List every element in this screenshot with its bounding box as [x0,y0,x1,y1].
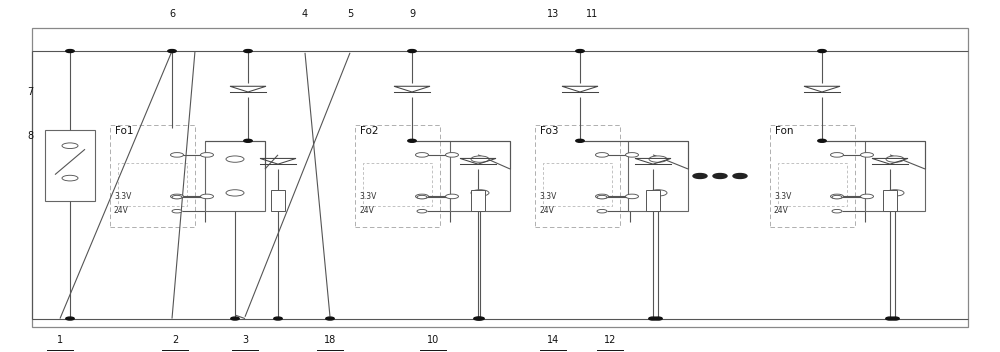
Circle shape [649,156,667,162]
Circle shape [172,195,182,199]
Circle shape [832,195,842,199]
Circle shape [886,317,894,320]
Circle shape [171,194,184,199]
Circle shape [416,152,428,157]
Text: 3.3V: 3.3V [359,192,376,201]
Text: 1: 1 [57,335,63,345]
Circle shape [168,50,176,52]
Text: Fo1: Fo1 [115,126,134,136]
Text: 13: 13 [547,9,559,19]
Circle shape [597,195,607,199]
Circle shape [649,190,667,196]
Circle shape [171,152,184,157]
Circle shape [326,317,334,320]
Circle shape [62,143,78,149]
Circle shape [172,209,182,213]
Circle shape [596,194,608,199]
Circle shape [408,139,416,142]
Bar [646,190,660,211]
Circle shape [226,190,244,196]
Circle shape [417,209,427,213]
Circle shape [62,175,78,181]
Circle shape [576,139,584,142]
Text: 6: 6 [169,9,175,19]
Text: 3.3V: 3.3V [539,192,556,201]
Text: 4: 4 [302,9,308,19]
Text: Fo2: Fo2 [360,126,378,136]
Text: 9: 9 [409,9,415,19]
Text: 12: 12 [604,335,616,345]
Circle shape [649,317,657,320]
Circle shape [408,50,416,52]
Circle shape [830,152,844,157]
Circle shape [471,156,489,162]
Text: 24V: 24V [114,206,129,215]
Circle shape [476,317,484,320]
Circle shape [597,209,607,213]
Circle shape [446,194,458,199]
Text: 5: 5 [347,9,353,19]
Text: 3.3V: 3.3V [114,192,131,201]
Circle shape [201,152,214,157]
Bar [865,141,925,211]
Text: 24V: 24V [774,206,789,215]
Circle shape [201,194,214,199]
Text: 8: 8 [27,131,33,140]
Bar [450,141,510,211]
Bar [883,190,897,211]
Circle shape [693,174,707,178]
Circle shape [818,139,826,142]
Text: 3.3V: 3.3V [774,192,791,201]
Text: 10: 10 [427,335,439,345]
Circle shape [231,317,239,320]
Circle shape [244,50,252,52]
Circle shape [860,194,874,199]
Bar [628,141,688,211]
Circle shape [733,174,747,178]
Circle shape [417,195,427,199]
Text: 18: 18 [324,335,336,345]
Circle shape [596,152,608,157]
Text: 14: 14 [547,335,559,345]
Circle shape [66,50,74,52]
Circle shape [891,317,899,320]
Circle shape [244,139,252,142]
Circle shape [576,50,584,52]
Circle shape [474,317,482,320]
Circle shape [416,194,428,199]
Bar [205,141,265,211]
Circle shape [446,152,458,157]
Text: 2: 2 [172,335,178,345]
Circle shape [654,317,662,320]
Circle shape [886,190,904,196]
Circle shape [471,190,489,196]
Text: 3: 3 [242,335,248,345]
Circle shape [226,156,244,162]
Circle shape [626,194,639,199]
Text: 24V: 24V [539,206,554,215]
Circle shape [713,174,727,178]
Bar [271,190,285,211]
Text: 24V: 24V [359,206,374,215]
Circle shape [626,152,639,157]
Circle shape [66,317,74,320]
Text: Fon: Fon [775,126,794,136]
Text: 7: 7 [27,87,33,96]
Circle shape [274,317,282,320]
Bar [45,130,95,201]
Text: 11: 11 [586,9,598,19]
Circle shape [832,209,842,213]
Circle shape [830,194,844,199]
Circle shape [886,156,904,162]
Circle shape [818,50,826,52]
Text: Fo3: Fo3 [540,126,558,136]
Bar [471,190,485,211]
Bar [32,28,968,327]
Circle shape [860,152,874,157]
